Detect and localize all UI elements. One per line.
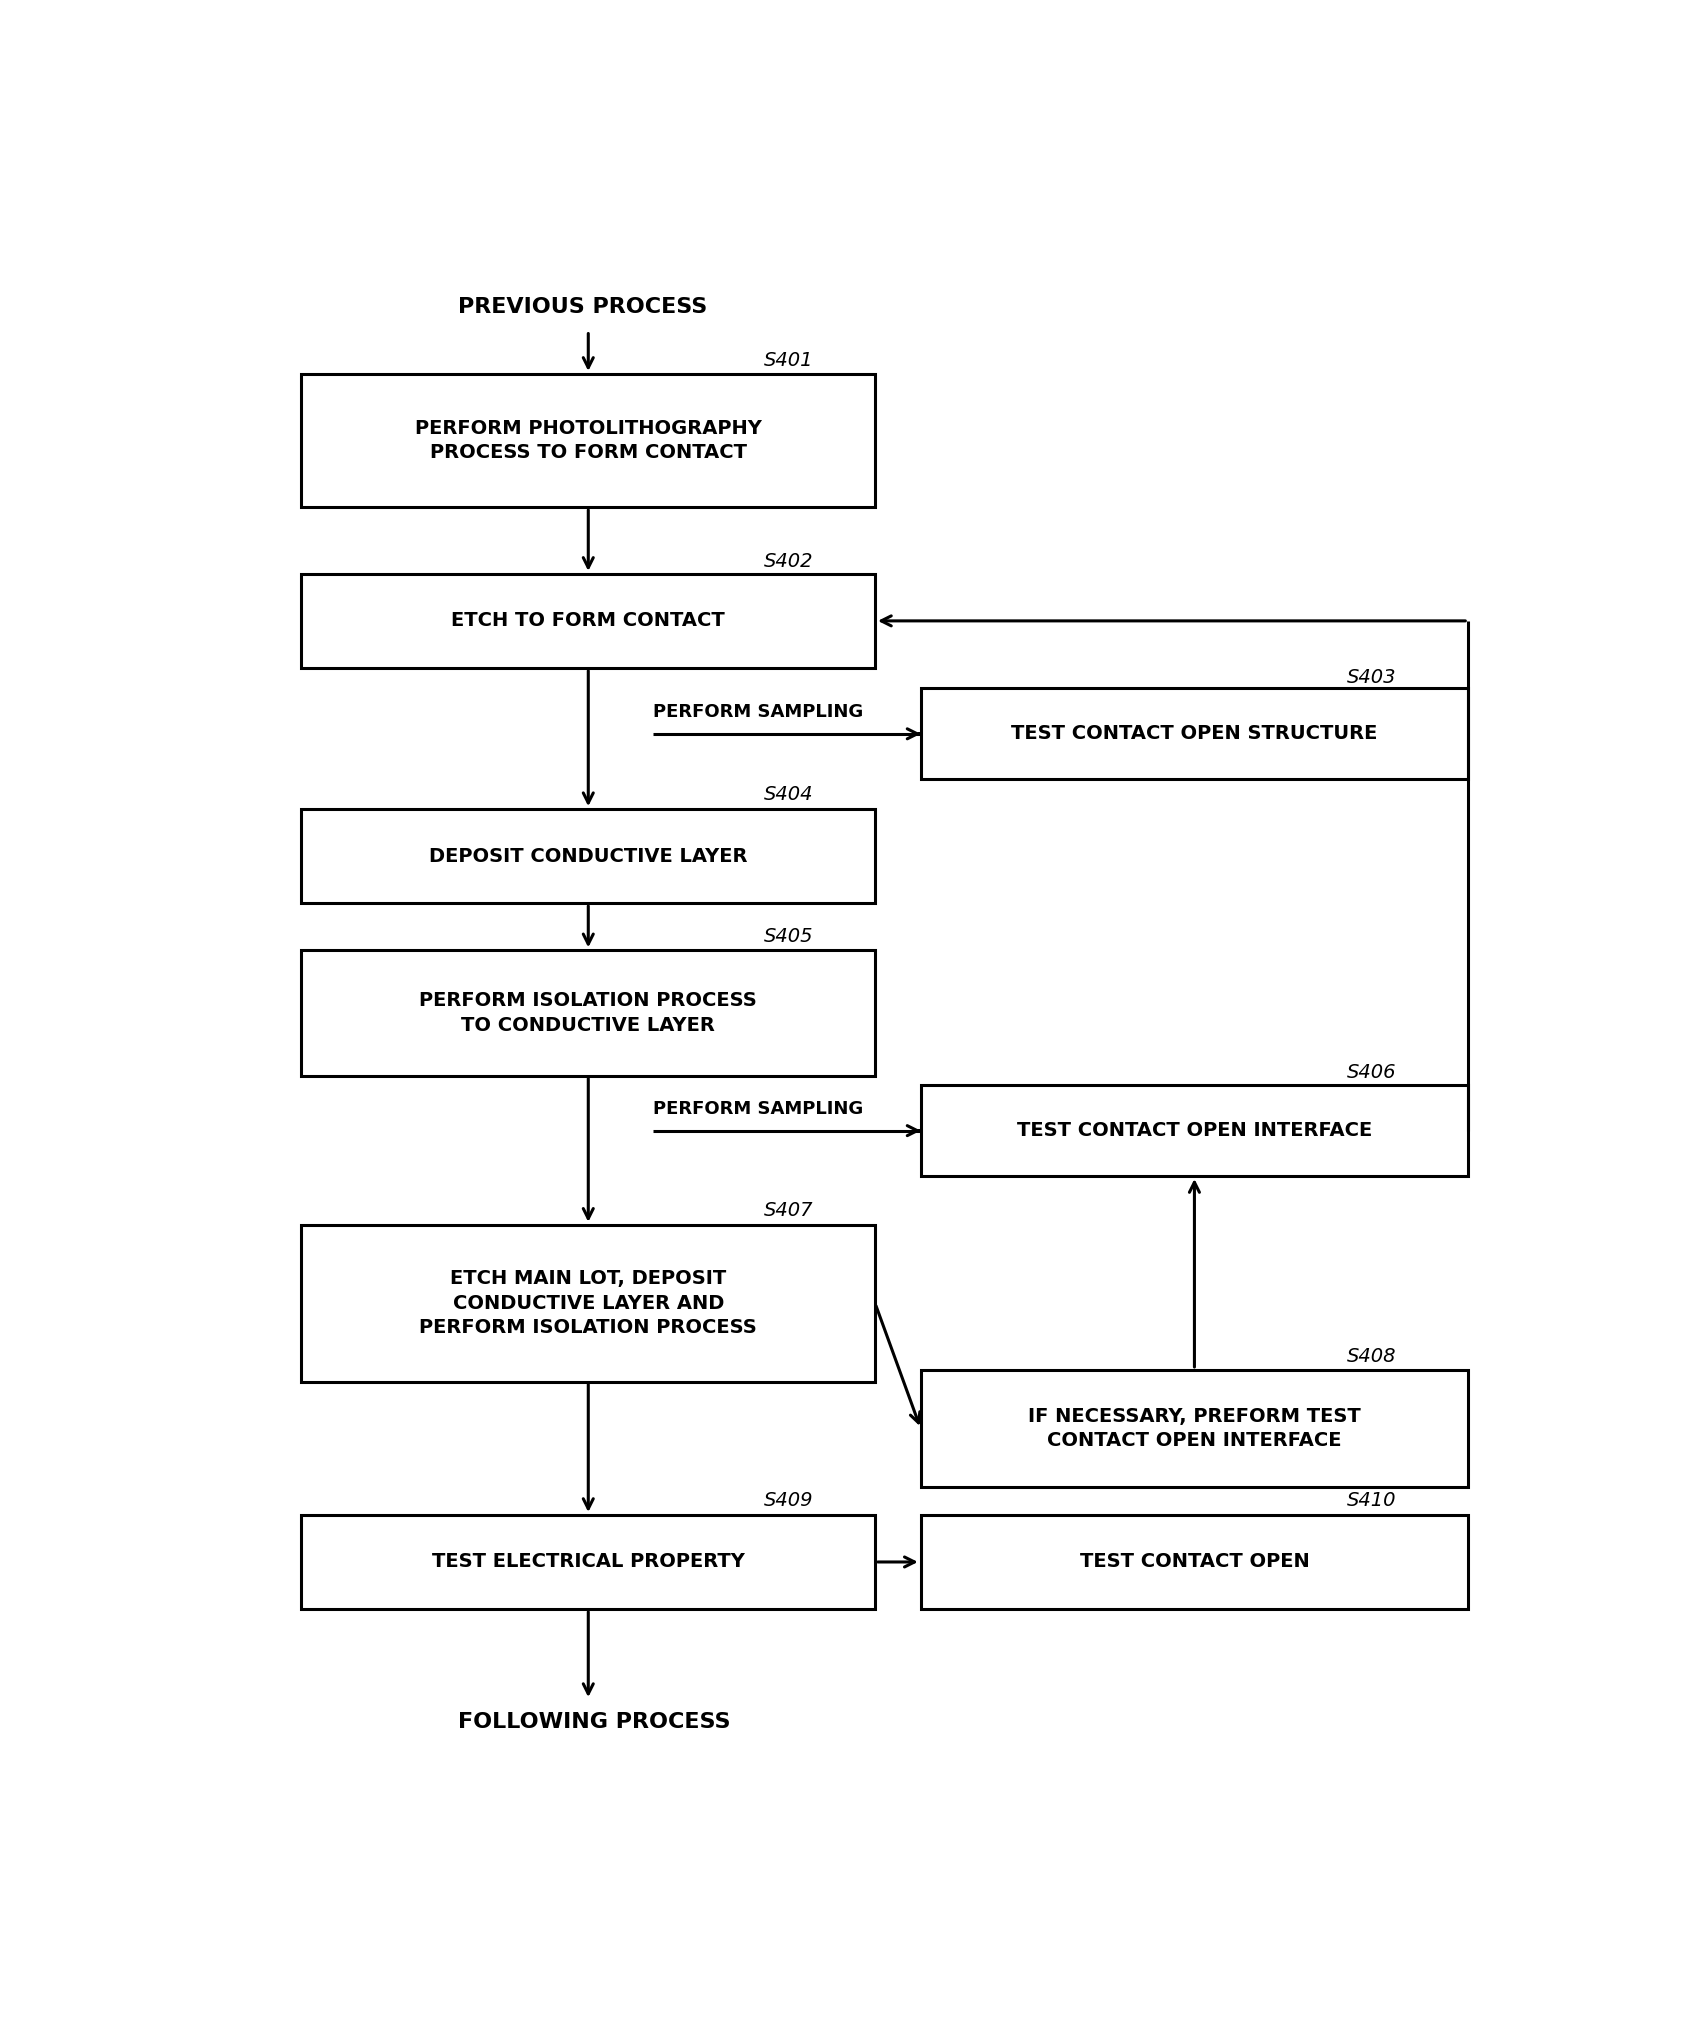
Text: S401: S401 [764, 350, 814, 371]
Text: PERFORM PHOTOLITHOGRAPHY
PROCESS TO FORM CONTACT: PERFORM PHOTOLITHOGRAPHY PROCESS TO FORM… [415, 420, 762, 462]
Text: S408: S408 [1347, 1346, 1396, 1367]
Text: TEST CONTACT OPEN INTERFACE: TEST CONTACT OPEN INTERFACE [1018, 1120, 1373, 1141]
Text: TEST CONTACT OPEN STRUCTURE: TEST CONTACT OPEN STRUCTURE [1011, 725, 1378, 744]
Text: S407: S407 [764, 1202, 814, 1220]
Text: S404: S404 [764, 786, 814, 805]
Text: PERFORM SAMPLING: PERFORM SAMPLING [653, 703, 865, 721]
FancyBboxPatch shape [301, 949, 875, 1076]
Text: PERFORM SAMPLING: PERFORM SAMPLING [653, 1100, 865, 1118]
Text: IF NECESSARY, PREFORM TEST
CONTACT OPEN INTERFACE: IF NECESSARY, PREFORM TEST CONTACT OPEN … [1028, 1408, 1361, 1450]
Text: TEST ELECTRICAL PROPERTY: TEST ELECTRICAL PROPERTY [432, 1552, 745, 1571]
FancyBboxPatch shape [301, 574, 875, 668]
Text: S410: S410 [1347, 1491, 1396, 1509]
FancyBboxPatch shape [920, 1369, 1468, 1487]
Text: S402: S402 [764, 552, 814, 570]
Text: ETCH MAIN LOT, DEPOSIT
CONDUCTIVE LAYER AND
PERFORM ISOLATION PROCESS: ETCH MAIN LOT, DEPOSIT CONDUCTIVE LAYER … [419, 1269, 757, 1336]
Text: S409: S409 [764, 1491, 814, 1509]
FancyBboxPatch shape [301, 1224, 875, 1381]
Text: TEST CONTACT OPEN: TEST CONTACT OPEN [1080, 1552, 1309, 1571]
Text: DEPOSIT CONDUCTIVE LAYER: DEPOSIT CONDUCTIVE LAYER [429, 847, 747, 866]
Text: S406: S406 [1347, 1063, 1396, 1082]
Text: PREVIOUS PROCESS: PREVIOUS PROCESS [458, 297, 706, 318]
Text: PERFORM ISOLATION PROCESS
TO CONDUCTIVE LAYER: PERFORM ISOLATION PROCESS TO CONDUCTIVE … [419, 992, 757, 1035]
FancyBboxPatch shape [920, 1516, 1468, 1609]
Text: ETCH TO FORM CONTACT: ETCH TO FORM CONTACT [451, 611, 725, 629]
FancyBboxPatch shape [920, 1086, 1468, 1175]
FancyBboxPatch shape [920, 689, 1468, 780]
Text: S405: S405 [764, 927, 814, 945]
Text: S403: S403 [1347, 668, 1396, 686]
Text: FOLLOWING PROCESS: FOLLOWING PROCESS [458, 1711, 730, 1731]
FancyBboxPatch shape [301, 375, 875, 507]
FancyBboxPatch shape [301, 809, 875, 902]
FancyBboxPatch shape [301, 1516, 875, 1609]
